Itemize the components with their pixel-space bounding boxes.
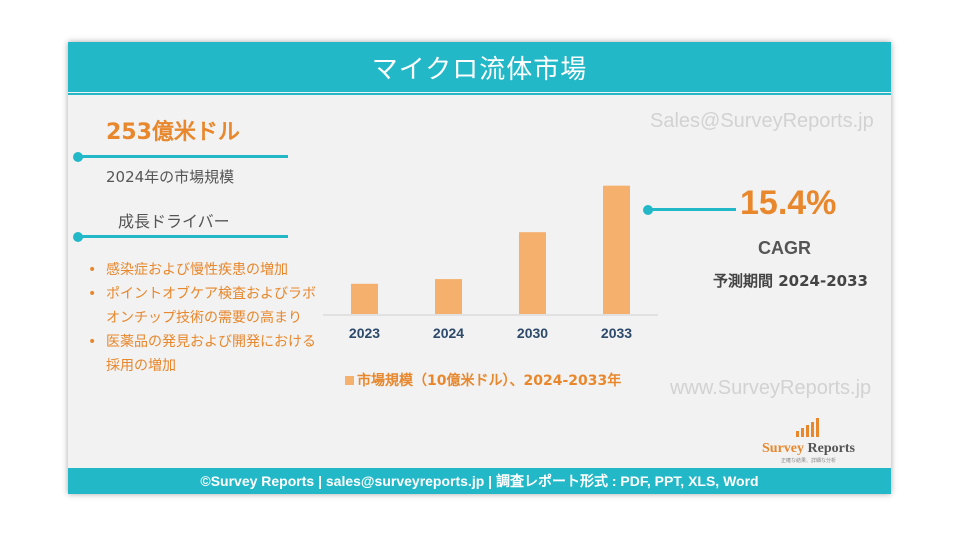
footer-bar: ©Survey Reports | sales@surveyreports.jp… [68, 468, 891, 494]
header-divider [68, 93, 891, 95]
logo-tagline: 正確な結果、詳細な分析 [780, 458, 836, 464]
page-title: マイクロ流体市場 [371, 54, 588, 85]
x-tick-label: 2033 [601, 325, 632, 341]
bar-chart: 2023 2024 2030 2033 [323, 185, 658, 341]
bar-2023 [351, 283, 378, 314]
legend-label: 市場規模（10億米ドル）、2024-2033年 [357, 373, 622, 389]
market-size-label: 2024年の市場規模 [106, 168, 235, 186]
driver-item: 医薬品の発見および開発における採用の増加 [86, 330, 326, 378]
legend-swatch [345, 375, 354, 385]
x-tick-label: 2024 [433, 325, 464, 341]
chart-legend: 市場規模（10億米ドル）、2024-2033年 [345, 370, 621, 390]
x-tick-label: 2023 [349, 325, 380, 341]
header-banner: マイクロ流体市場 [68, 42, 891, 92]
market-size-value: 253億米ドル [106, 120, 240, 145]
watermark-email: Sales@SurveyReports.jp [650, 110, 874, 132]
driver-item: 感染症および慢性疾患の増加 [86, 258, 326, 282]
cagr-label: CAGR [758, 238, 811, 258]
drivers-title: 成長ドライバー [118, 212, 230, 231]
connector-line [648, 208, 736, 211]
forecast-period: 予測期間 2024-2033 [713, 272, 868, 290]
logo-name-a: Survey [762, 441, 804, 456]
company-logo: Survey Reports 正確な結果、詳細な分析 [762, 417, 855, 464]
bar-2030 [519, 232, 546, 314]
footer-text: ©Survey Reports | sales@surveyreports.jp… [200, 473, 759, 489]
logo-name-b: Reports [807, 441, 855, 456]
connector-line [78, 235, 288, 238]
drivers-list: 感染症および慢性疾患の増加 ポイントオブケア検査およびラボオンチップ技術の需要の… [86, 258, 326, 378]
bar-2024 [435, 279, 462, 314]
bar-2033 [603, 185, 630, 314]
cagr-value: 15.4% [740, 184, 837, 222]
bar-chart-logo-icon [796, 418, 820, 437]
x-tick-label: 2030 [517, 325, 548, 341]
driver-item: ポイントオブケア検査およびラボオンチップ技術の需要の高まり [86, 282, 326, 330]
watermark-website: www.SurveyReports.jp [670, 377, 872, 399]
connector-line [78, 155, 288, 158]
infographic-card: マイクロ流体市場 Sales@SurveyReports.jp www.Surv… [68, 42, 891, 494]
